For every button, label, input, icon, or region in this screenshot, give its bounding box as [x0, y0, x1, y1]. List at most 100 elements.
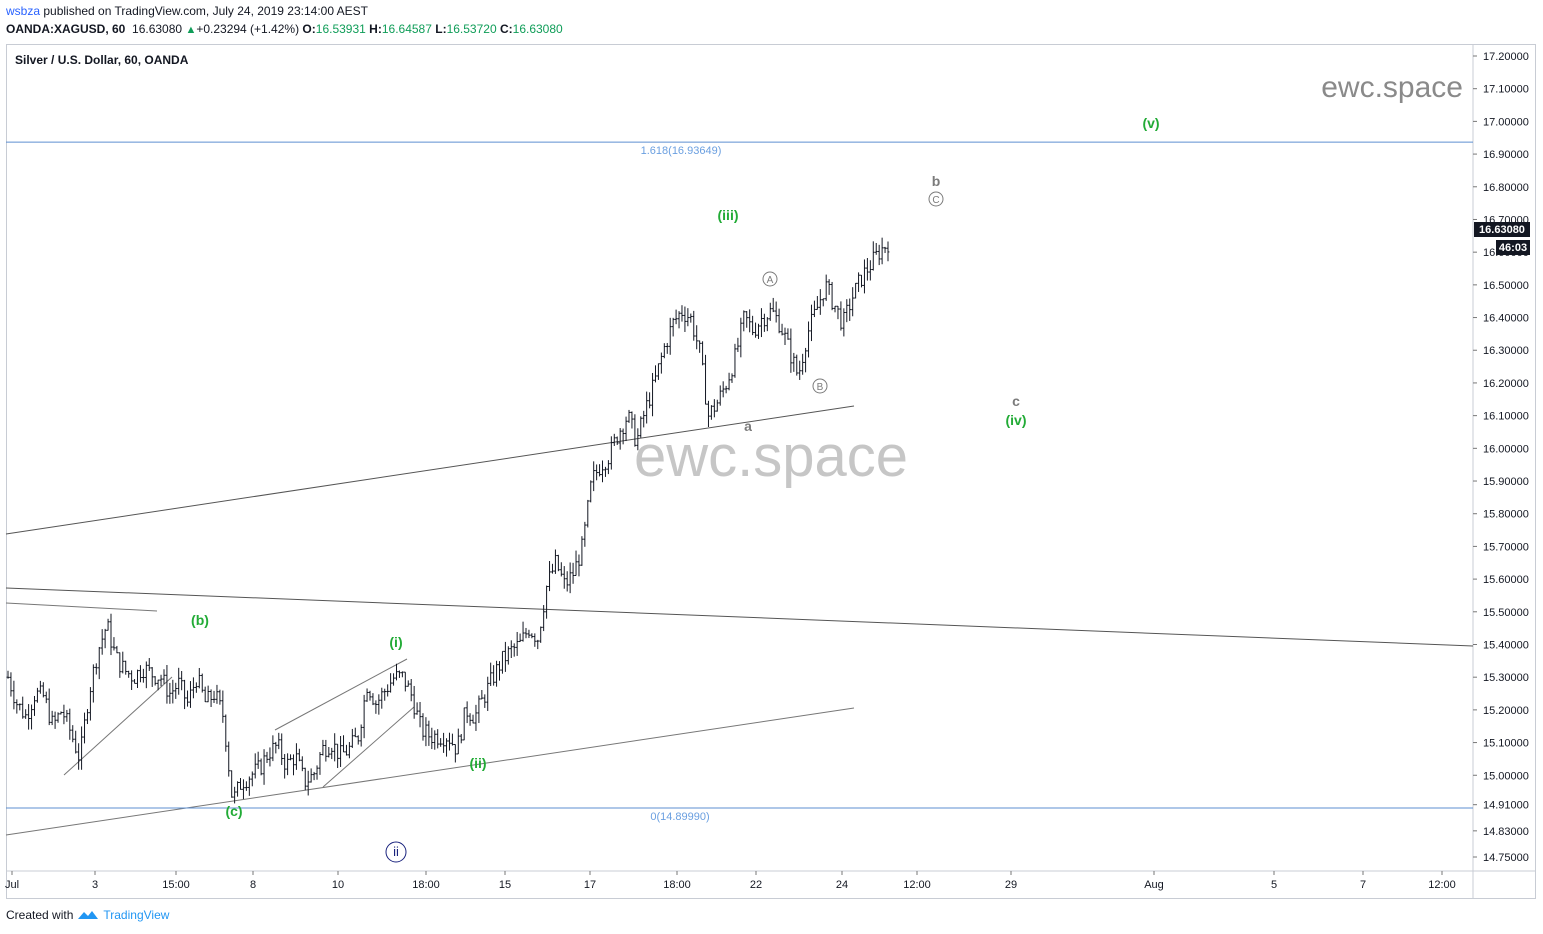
x-tick-label: 22	[750, 879, 762, 891]
author-link[interactable]: wsbza	[6, 4, 41, 18]
y-tick-label: 16.00000	[1483, 443, 1529, 455]
wave-label: C	[932, 195, 939, 206]
x-tick-label: 29	[1005, 879, 1017, 891]
x-tick-label: Jul	[5, 879, 19, 891]
price-tag-box	[1474, 222, 1530, 237]
x-tick-label: 3	[92, 879, 98, 891]
y-tick-label: 15.40000	[1483, 639, 1529, 651]
upper-channel-line	[5, 405, 855, 535]
price-axis-ticks: 17.20000 17.10000 17.00000 16.90000 16.80000…	[1473, 51, 1529, 864]
up-arrow-icon: ▲	[185, 24, 197, 36]
y-tick-label: 14.91000	[1483, 800, 1529, 812]
x-tick-label: 15:00	[162, 879, 190, 891]
open-value: 16.53931	[315, 22, 366, 36]
wave-label: (v)	[1142, 115, 1159, 131]
y-tick-label: 16.10000	[1483, 411, 1529, 423]
wave-label: a	[744, 418, 752, 434]
watermark-big: ewc.space	[634, 424, 908, 489]
lower-channel-line	[5, 707, 855, 836]
wave-label: B	[817, 382, 824, 393]
low-value: 16.53720	[446, 22, 497, 36]
candles	[6, 237, 890, 804]
wave-label: b	[932, 173, 941, 189]
y-tick-label: 16.30000	[1483, 345, 1529, 357]
y-tick-label: 14.75000	[1483, 852, 1529, 864]
y-tick-label: 15.30000	[1483, 672, 1529, 684]
wave-label: (iv)	[1006, 412, 1027, 428]
ohlc-bar: OANDA:XAGUSD, 60 16.63080 ▲+0.23294 (+1.…	[6, 22, 563, 36]
x-tick-label: 18:00	[663, 879, 691, 891]
wave-label: (iii)	[718, 207, 739, 223]
chart-title: Silver / U.S. Dollar, 60, OANDA	[15, 53, 189, 67]
price-change: +0.23294 (+1.42%)	[196, 22, 300, 36]
x-tick-label: 24	[836, 879, 848, 891]
y-tick-label: 17.20000	[1483, 51, 1529, 63]
time-axis-ticks: Jul 3 15:00 8 10 18:00 15 17 18:00 22 24 12:00 29 Aug…	[5, 871, 1456, 891]
y-tick-label: 16.90000	[1483, 149, 1529, 161]
x-tick-label: 18:00	[412, 879, 440, 891]
high-label: H:	[369, 22, 382, 36]
i-wave-upper-line	[274, 658, 408, 731]
publish-text: published on TradingView.com, July 24, 2…	[40, 4, 369, 18]
b-wave-top-line	[5, 602, 158, 612]
publish-info: wsbza published on TradingView.com, July…	[6, 4, 368, 18]
created-with-text: Created with	[6, 908, 74, 922]
symbol-label: OANDA:XAGUSD, 60	[6, 22, 126, 36]
watermark-small: ewc.space	[1321, 71, 1463, 104]
y-tick-label: 15.90000	[1483, 476, 1529, 488]
trend-lines	[5, 405, 1474, 836]
x-tick-label: 7	[1360, 879, 1366, 891]
wave-label: c	[1012, 393, 1020, 409]
x-tick-label: Aug	[1144, 879, 1164, 891]
y-tick-label: 15.20000	[1483, 705, 1529, 717]
wave-label: A	[767, 275, 774, 286]
open-label: O:	[302, 22, 316, 36]
y-tick-label: 15.10000	[1483, 738, 1529, 750]
x-tick-label: 12:00	[1428, 879, 1456, 891]
fib-level-label: 1.618(16.93649)	[641, 145, 722, 157]
countdown-text: 46:03	[1499, 242, 1527, 254]
wave-label: (i)	[389, 634, 402, 650]
chart-frame[interactable]	[6, 44, 1536, 899]
wave-label: (c)	[225, 803, 242, 819]
y-tick-label: 15.50000	[1483, 607, 1529, 619]
i-wave-lower-line	[322, 706, 415, 788]
y-tick-label: 16.80000	[1483, 182, 1529, 194]
low-label: L:	[435, 22, 447, 36]
tradingview-logo-icon	[78, 911, 99, 919]
wave-label-circle	[762, 271, 778, 287]
footer: Created with TradingView	[6, 908, 169, 922]
x-tick-label: 5	[1271, 879, 1277, 891]
y-tick-label: 16.50000	[1483, 280, 1529, 292]
wave-label: ii	[393, 844, 399, 859]
y-tick-label: 15.80000	[1483, 509, 1529, 521]
x-tick-label: 15	[499, 879, 511, 891]
wave-label: (b)	[191, 612, 209, 628]
wave-label-circle	[385, 841, 407, 863]
high-value: 16.64587	[381, 22, 432, 36]
fib-level-label: 0(14.89990)	[650, 811, 709, 823]
y-tick-label: 15.60000	[1483, 574, 1529, 586]
y-tick-label: 17.00000	[1483, 116, 1529, 128]
last-price-marker: 16.63080 46:03	[1474, 222, 1530, 255]
price-tag-text: 16.63080	[1479, 224, 1525, 236]
close-value: 16.63080	[512, 22, 563, 36]
y-tick-label: 17.10000	[1483, 84, 1529, 96]
y-tick-label: 15.70000	[1483, 541, 1529, 553]
wave-label-circle	[928, 191, 944, 207]
x-tick-label: 8	[250, 879, 256, 891]
tradingview-link[interactable]: TradingView	[103, 908, 170, 922]
y-tick-label: 16.40000	[1483, 313, 1529, 325]
countdown-box	[1496, 240, 1530, 255]
x-tick-label: 12:00	[903, 879, 931, 891]
last-price: 16.63080	[132, 22, 183, 36]
close-label: C:	[499, 22, 513, 36]
long-trend-line	[5, 587, 1474, 647]
fib-levels: 1.618(16.93649) 0(14.89990)	[6, 141, 1473, 823]
y-tick-label: 15.00000	[1483, 770, 1529, 782]
wave-label-circle	[812, 378, 828, 394]
wave-label: (ii)	[469, 755, 486, 771]
x-tick-label: 17	[584, 879, 596, 891]
